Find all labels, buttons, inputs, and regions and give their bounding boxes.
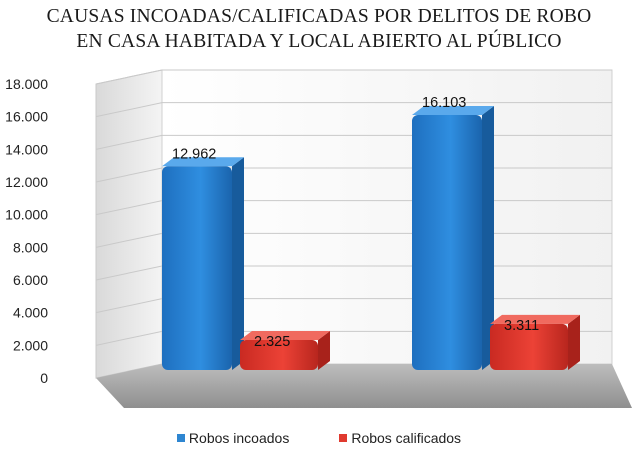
bar-robos-calificados-1: [240, 331, 330, 370]
bar-robos-incoados-1-side: [232, 157, 244, 370]
y-tick-label: 4.000: [13, 305, 48, 321]
bar-robos-incoados-2-side: [482, 105, 494, 370]
y-tick-label: 14.000: [5, 141, 48, 157]
y-tick-label: 0: [40, 370, 48, 386]
y-tick-label: 10.000: [5, 207, 48, 223]
legend-item-robos-incoados: Robos incoados: [176, 430, 290, 446]
data-label-robos-calificados-1: 2.325: [254, 334, 290, 350]
legend-label-robos-calificados: Robos calificados: [351, 430, 462, 446]
floor: [96, 364, 632, 408]
bar-robos-incoados-2-top: [412, 105, 494, 115]
data-labels: 12.962 2.325 16.103 3.311: [172, 95, 539, 350]
y-tick-label: 18.000: [5, 76, 48, 92]
bar-robos-calificados-2-side: [568, 314, 580, 370]
bar-robos-calificados-1-top: [240, 331, 330, 341]
chart-walls: [95, 69, 632, 408]
bar-robos-incoados-1: [162, 157, 244, 370]
chart-title-line-2: EN CASA HABITADA Y LOCAL ABIERTO AL PÚBL…: [76, 31, 562, 52]
y-tick-label: 6.000: [13, 272, 48, 288]
bar-robos-calificados-1-side: [318, 331, 330, 370]
bar-robos-calificados-1-front: [240, 340, 318, 370]
bar-robos-calificados-2-front: [490, 323, 568, 370]
bar-robos-incoados-1-top: [162, 157, 244, 167]
bars: [162, 105, 580, 370]
y-axis-ticks: 0 2.000 4.000 6.000 8.000 10.000 12.000 14.000 1…: [5, 76, 48, 386]
y-tick-label: 12.000: [5, 174, 48, 190]
bar-robos-incoados-2-front: [412, 114, 482, 370]
data-label-robos-calificados-2: 3.311: [504, 318, 539, 334]
data-label-robos-incoados-1: 12.962: [172, 146, 216, 162]
legend-swatch-blue: [176, 434, 185, 442]
chart-title-line-1: CAUSAS INCOADAS/CALIFICADAS POR DELITOS …: [46, 6, 592, 27]
chart-title: CAUSAS INCOADAS/CALIFICADAS POR DELITOS …: [0, 4, 638, 54]
y-tick-label: 16.000: [5, 109, 48, 125]
data-label-robos-incoados-2: 16.103: [422, 95, 466, 111]
gridline: [95, 102, 612, 118]
legend: Robos incoados Robos calificados: [0, 430, 638, 446]
legend-label-robos-incoados: Robos incoados: [188, 430, 290, 446]
bar-robos-calificados-2-top: [490, 314, 580, 324]
legend-swatch-red: [339, 434, 348, 442]
bar-robos-incoados-2: [412, 105, 494, 370]
side-wall: [95, 69, 163, 379]
legend-item-robos-calificados: Robos calificados: [339, 430, 461, 446]
bar-robos-incoados-1-front: [162, 166, 232, 370]
gridline: [95, 69, 612, 85]
bar-robos-calificados-2: [490, 314, 580, 370]
y-tick-label: 2.000: [13, 337, 48, 353]
y-tick-label: 8.000: [13, 239, 48, 255]
